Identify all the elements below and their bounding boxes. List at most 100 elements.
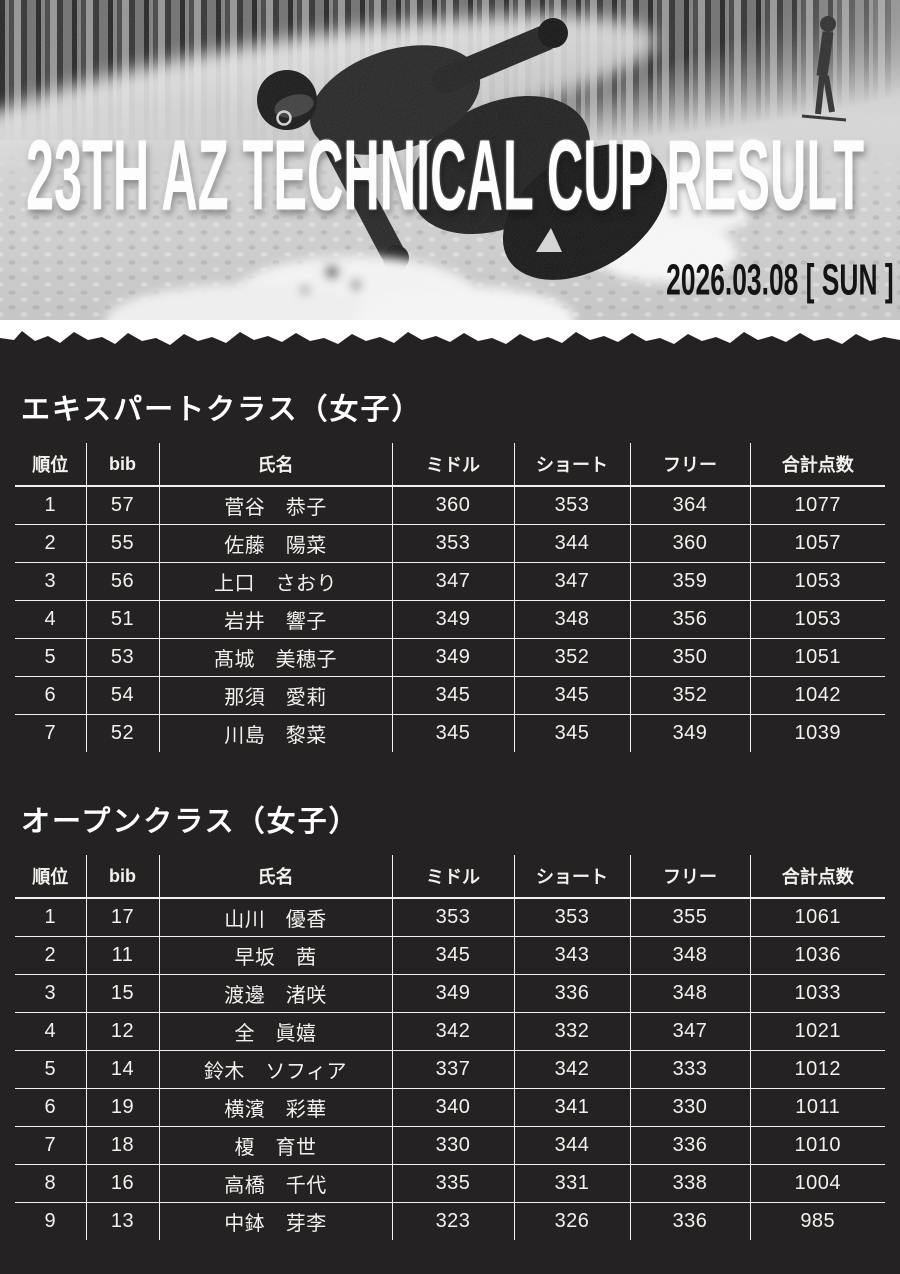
cell-name: 早坂 茜	[159, 936, 393, 975]
results-content: エキスパートクラス（女子） 順位 bib 氏名 ミドル ショート フリー 合計点数 1 57 菅…	[0, 352, 900, 1240]
col-header-middle: ミドル	[392, 443, 515, 487]
col-header-free: フリー	[630, 855, 751, 899]
cell-bib: 16	[86, 1164, 160, 1203]
cell-free: 352	[630, 676, 751, 715]
cell-name: 榎 育世	[159, 1126, 393, 1165]
cell-middle: 340	[392, 1088, 515, 1127]
col-header-name: 氏名	[159, 855, 393, 899]
cell-middle: 353	[392, 898, 515, 937]
cell-free: 333	[630, 1050, 751, 1089]
cell-short: 345	[514, 714, 631, 752]
cell-rank: 6	[15, 676, 87, 715]
cell-name: 那須 愛莉	[159, 676, 393, 715]
cell-short: 332	[514, 1012, 631, 1051]
cell-total: 1033	[750, 974, 885, 1013]
results-section-expert: エキスパートクラス（女子） 順位 bib 氏名 ミドル ショート フリー 合計点数 1 57 菅…	[15, 392, 885, 752]
table-row: 5 53 髙城 美穂子 349 352 350 1051	[15, 638, 885, 677]
table-row: 1 57 菅谷 恭子 360 353 364 1077	[15, 486, 885, 525]
cell-middle: 349	[392, 974, 515, 1013]
cell-rank: 2	[15, 524, 87, 563]
cell-name: 上口 さおり	[159, 562, 393, 601]
cell-total: 1051	[750, 638, 885, 677]
cell-bib: 13	[86, 1202, 160, 1240]
cell-bib: 18	[86, 1126, 160, 1165]
cell-short: 353	[514, 486, 631, 525]
cell-rank: 1	[15, 486, 87, 525]
cell-total: 1077	[794, 494, 841, 516]
cell-short: 336	[514, 974, 631, 1013]
col-header-free: フリー	[630, 443, 751, 487]
cell-free: 364	[630, 486, 751, 525]
cell-free: 338	[630, 1164, 751, 1203]
cell-total: 1039	[750, 714, 885, 752]
cell-free: 359	[630, 562, 751, 601]
table-row: 8 16 高橋 千代 335 331 338 1004	[15, 1164, 885, 1203]
cell-total: 1012	[750, 1050, 885, 1089]
cell-bib: 52	[86, 714, 160, 752]
results-section-open: オープンクラス（女子） 順位 bib 氏名 ミドル ショート フリー 合計点数 1 17 山川 …	[15, 804, 885, 1240]
cell-name: 菅谷 恭子	[159, 486, 393, 525]
cell-rank: 5	[15, 1050, 87, 1089]
cell-total: 1053	[750, 600, 885, 639]
col-header-bib: bib	[86, 443, 160, 487]
col-header-name: 氏名	[159, 443, 393, 487]
cell-middle: 323	[392, 1202, 515, 1240]
cell-free: 349	[630, 714, 751, 752]
table-row: 4 12 全 眞嬉 342 332 347 1021	[15, 1012, 885, 1051]
cell-rank: 3	[15, 974, 87, 1013]
hero-banner: 23TH AZ TECHNICAL CUP RESULT 2026.03.08 …	[0, 0, 900, 352]
cell-middle: 360	[392, 486, 515, 525]
cell-total: 1004	[750, 1164, 885, 1203]
cell-bib: 19	[86, 1088, 160, 1127]
cell-middle: 330	[392, 1126, 515, 1165]
table-row: 7 18 榎 育世 330 344 336 1010	[15, 1126, 885, 1165]
cell-total: 1042	[750, 676, 885, 715]
cell-middle: 349	[392, 638, 515, 677]
cell-name: 佐藤 陽菜	[159, 524, 393, 563]
table-row: 9 13 中鉢 芽李 323 326 336 985	[15, 1202, 885, 1240]
cell-free: 336	[630, 1202, 751, 1240]
expert-class-table: 順位 bib 氏名 ミドル ショート フリー 合計点数 1 57 菅谷 恭子 360 353 364 1…	[15, 443, 885, 752]
cell-rank: 9	[15, 1202, 87, 1240]
cell-rank: 6	[15, 1088, 87, 1127]
cell-short: 344	[514, 1126, 631, 1165]
col-header-middle: ミドル	[392, 855, 515, 899]
section-title-expert: エキスパートクラス（女子）	[21, 394, 423, 426]
cell-total: 985	[750, 1202, 885, 1240]
cell-total: 1061	[794, 906, 841, 928]
table-row: 4 51 岩井 響子 349 348 356 1053	[15, 600, 885, 639]
cell-rank: 4	[15, 1012, 87, 1051]
cell-rank: 8	[15, 1164, 87, 1203]
cell-short: 352	[514, 638, 631, 677]
table-row: 2 55 佐藤 陽菜 353 344 360 1057	[15, 524, 885, 563]
cell-free: 356	[630, 600, 751, 639]
cell-rank: 1	[15, 898, 87, 937]
cell-rank: 5	[15, 638, 87, 677]
table-row: 5 14 鈴木 ソフィア 337 342 333 1012	[15, 1050, 885, 1089]
cell-name: 全 眞嬉	[159, 1012, 393, 1051]
cell-middle: 337	[392, 1050, 515, 1089]
col-header-short: ショート	[514, 443, 631, 487]
col-header-rank: 順位	[15, 443, 87, 487]
cell-short: 326	[514, 1202, 631, 1240]
cell-name: 鈴木 ソフィア	[159, 1050, 393, 1089]
page-title: 23TH AZ TECHNICAL CUP RESULT	[26, 119, 865, 231]
cell-middle: 335	[392, 1164, 515, 1203]
cell-bib: 57	[86, 486, 160, 525]
cell-name: 高橋 千代	[159, 1164, 393, 1203]
cell-short: 348	[514, 600, 631, 639]
cell-name: 山川 優香	[159, 898, 393, 937]
table-row: 7 52 川島 黎菜 345 345 349 1039	[15, 714, 885, 752]
cell-free: 350	[630, 638, 751, 677]
cell-rank: 4	[15, 600, 87, 639]
table-row: 3 15 渡邊 渚咲 349 336 348 1033	[15, 974, 885, 1013]
cell-middle: 345	[392, 676, 515, 715]
cell-bib: 53	[86, 638, 160, 677]
table-header-row: 順位 bib 氏名 ミドル ショート フリー 合計点数	[15, 443, 885, 487]
cell-short: 331	[514, 1164, 631, 1203]
cell-total: 1011	[750, 1088, 885, 1127]
cell-total: 1053	[750, 562, 885, 601]
cell-total: 1057	[750, 524, 885, 563]
col-header-short: ショート	[514, 855, 631, 899]
cell-bib: 14	[86, 1050, 160, 1089]
